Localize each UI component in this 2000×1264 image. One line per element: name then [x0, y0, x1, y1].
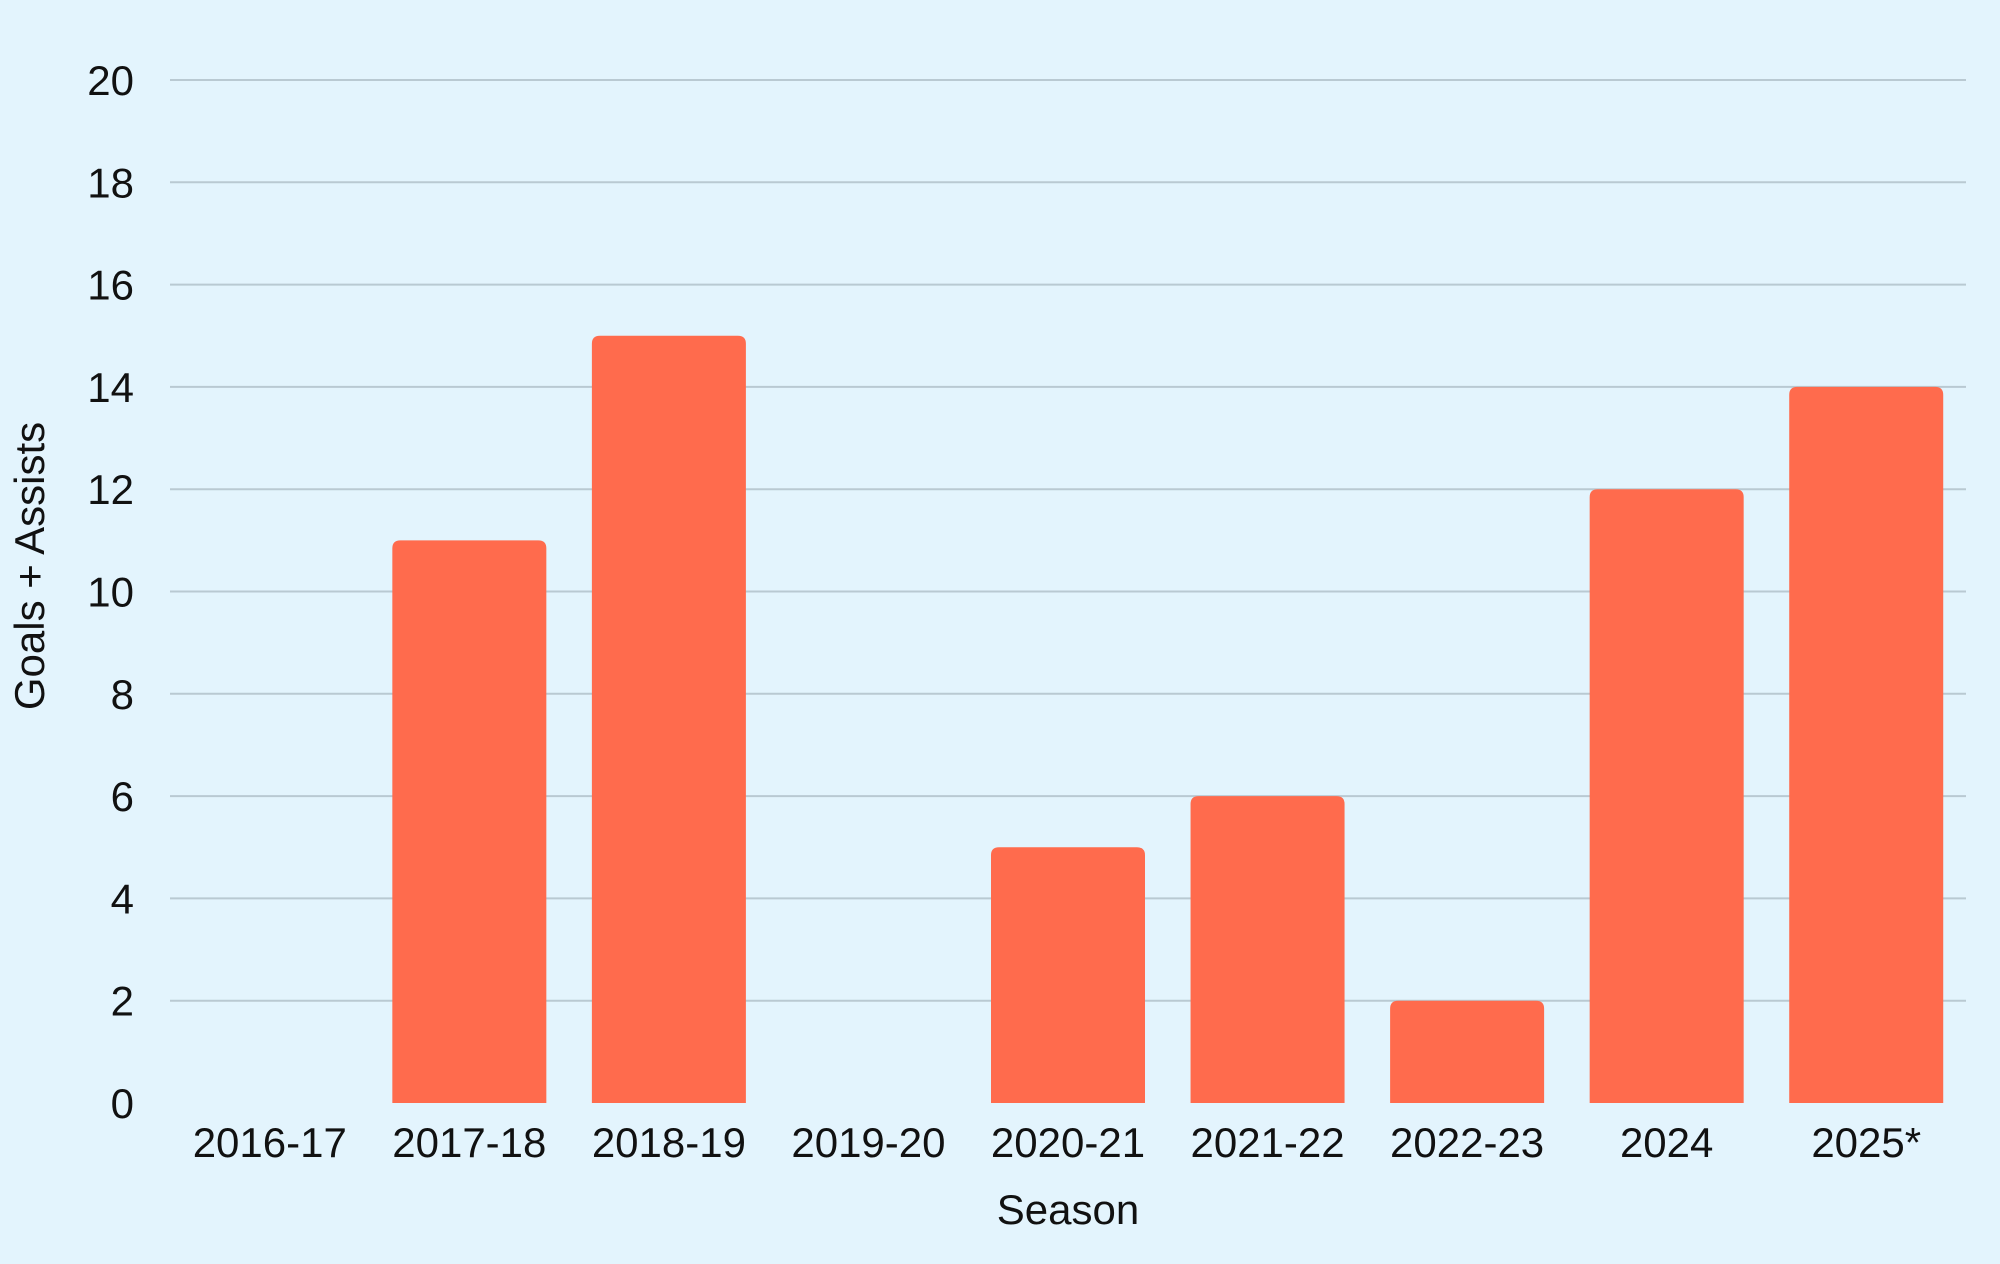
x-tick-label: 2018-19: [592, 1119, 746, 1166]
y-tick-label: 2: [111, 978, 134, 1025]
bar: [1589, 489, 1744, 1103]
x-tick-label: 2019-20: [791, 1119, 945, 1166]
x-tick-label: 2024: [1620, 1119, 1713, 1166]
x-tick-label: 2017-18: [392, 1119, 546, 1166]
x-tick-label: 2021-22: [1190, 1119, 1344, 1166]
bar: [991, 847, 1145, 1103]
y-tick-labels: 0 2 4 6 8 10 12 14 16 18 20: [87, 57, 134, 1127]
y-tick-label: 0: [111, 1080, 134, 1127]
y-tick-label: 4: [111, 875, 134, 922]
y-tick-label: 20: [87, 57, 134, 104]
bar: [392, 540, 547, 1103]
bar: [1789, 386, 1944, 1103]
y-axis-title: Goals + Assists: [6, 422, 53, 710]
y-tick-label: 10: [87, 569, 134, 616]
y-tick-label: 8: [111, 671, 134, 718]
x-tick-labels: 2016-17 2017-18 2018-19 2019-20 2020-21 2021-…: [193, 1119, 1921, 1166]
x-tick-label: 2020-21: [991, 1119, 1145, 1166]
y-tick-label: 14: [87, 364, 134, 411]
bar: [591, 335, 746, 1103]
bars: [392, 335, 1944, 1103]
y-tick-label: 6: [111, 773, 134, 820]
y-tick-label: 16: [87, 262, 134, 309]
x-tick-label: 2025*: [1811, 1119, 1921, 1166]
y-tick-label: 12: [87, 466, 134, 513]
bar: [1390, 1000, 1545, 1103]
x-tick-label: 2022-23: [1390, 1119, 1544, 1166]
x-axis-title: Season: [997, 1186, 1139, 1233]
y-tick-label: 18: [87, 159, 134, 206]
x-tick-label: 2016-17: [193, 1119, 347, 1166]
bar: [1190, 796, 1345, 1103]
